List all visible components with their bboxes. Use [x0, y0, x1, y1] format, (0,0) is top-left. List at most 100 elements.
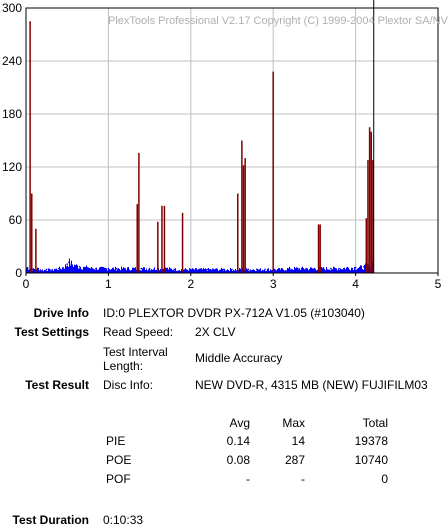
chart: PlexTools Professional V2.17 Copyright (…: [2, 0, 448, 291]
pie-point: [99, 267, 101, 270]
pif-bar: [157, 221, 159, 273]
pie-point: [91, 267, 93, 270]
poe-max: 287: [284, 453, 305, 467]
pif-bar: [317, 224, 320, 273]
pie-point: [338, 267, 340, 270]
read-speed-value: 2X CLV: [195, 325, 236, 339]
pie-point: [255, 268, 258, 271]
y-tick-label: 0: [15, 266, 22, 280]
pif-bar: [242, 165, 245, 273]
pie-point: [358, 266, 361, 269]
y-tick-label: 120: [2, 160, 22, 174]
test-settings-label: Test Settings: [14, 325, 89, 339]
pie-point: [321, 267, 324, 270]
x-tick-label: 3: [270, 277, 277, 291]
pie-point: [66, 263, 68, 265]
pie-point: [313, 267, 316, 270]
pie-point: [264, 268, 266, 271]
pif-bar: [136, 204, 138, 273]
pif-series: [29, 21, 374, 273]
plot-frame: [25, 7, 439, 274]
pie-point: [222, 268, 225, 271]
test-duration-value: 0:10:33: [103, 513, 144, 527]
pie-point: [206, 268, 209, 271]
x-tick-label: 4: [352, 277, 359, 291]
test-interval-value: Middle Accuracy: [195, 351, 283, 365]
pif-bar: [35, 228, 37, 273]
pie-point: [214, 268, 217, 271]
pie-point: [37, 267, 40, 270]
y-tick-label: 300: [2, 1, 22, 15]
read-speed-label: Read Speed:: [103, 325, 174, 339]
pif-bar: [370, 131, 373, 273]
pie-point: [103, 267, 106, 270]
pif-bar: [365, 218, 368, 273]
pif-bar: [272, 71, 274, 273]
test-interval-label-line1: Test Interval: [103, 345, 168, 359]
pie-point: [231, 268, 233, 271]
pie-point: [74, 265, 77, 267]
poe-avg: 0.08: [226, 453, 250, 467]
pif-bar: [138, 152, 140, 273]
pie-point: [62, 266, 64, 269]
pie-point: [26, 266, 29, 269]
pie-point: [78, 266, 81, 268]
pie-point: [124, 267, 126, 270]
pie-point: [70, 263, 73, 265]
pie-point: [132, 267, 134, 270]
y-axis-ticks: 0 60 120 180 240 300: [2, 1, 22, 280]
test-result-label: Test Result: [25, 378, 89, 392]
pie-point: [95, 267, 97, 270]
drive-info-value: ID:0 PLEXTOR DVDR PX-712A V1.05 (#103040…: [103, 306, 365, 320]
y-tick-label: 180: [2, 107, 22, 121]
pie-point: [288, 267, 291, 270]
x-tick-label: 1: [105, 277, 112, 291]
pif-bar: [241, 140, 243, 273]
pif-bar: [237, 193, 239, 273]
disc-info-label: Disc Info:: [103, 378, 154, 392]
pie-max: 14: [291, 434, 305, 448]
pif-bar: [163, 205, 166, 273]
x-tick-label: 2: [187, 277, 194, 291]
header-avg: Avg: [229, 416, 250, 430]
pif-bar: [372, 159, 374, 273]
pie-point: [247, 268, 250, 271]
pie-point: [140, 267, 143, 270]
pie-point: [68, 261, 70, 264]
header-max: Max: [282, 416, 305, 430]
pie-point: [173, 268, 176, 271]
x-tick-label: 0: [23, 277, 30, 291]
pif-bar: [161, 205, 163, 273]
pof-max: -: [301, 472, 305, 486]
pie-point: [115, 267, 118, 270]
disc-info-value: NEW DVD-R, 4315 MB (NEW) FUJIFILM03: [195, 378, 428, 392]
header-total: Total: [362, 416, 388, 430]
pie-point: [49, 269, 52, 272]
pie-point: [363, 266, 365, 268]
pie-point: [58, 267, 60, 270]
pie-row-label: PIE: [106, 434, 126, 448]
pie-point: [87, 266, 89, 269]
test-interval-label-line2: Length:: [103, 359, 144, 373]
pie-point: [280, 268, 283, 271]
poe-row-label: POE: [106, 453, 132, 467]
x-tick-label: 5: [435, 277, 442, 291]
pie-point: [297, 267, 299, 270]
plot-area: [26, 8, 438, 273]
y-tick-label: 240: [2, 54, 22, 68]
pie-point: [354, 266, 357, 269]
pof-total: 0: [381, 472, 388, 486]
pie-point: [305, 267, 307, 270]
pof-row-label: POF: [106, 472, 131, 486]
pie-point: [107, 267, 110, 270]
pie-point: [45, 268, 48, 271]
pof-avg: -: [246, 472, 250, 486]
pif-bar: [29, 21, 31, 273]
pie-point: [190, 268, 192, 271]
pie-point: [165, 267, 167, 270]
pie-point: [330, 267, 332, 270]
pie-point: [239, 268, 242, 271]
pif-bar: [244, 158, 246, 273]
chart-title: PlexTools Professional V2.17 Copyright (…: [108, 15, 448, 27]
poe-total: 10740: [354, 453, 388, 467]
